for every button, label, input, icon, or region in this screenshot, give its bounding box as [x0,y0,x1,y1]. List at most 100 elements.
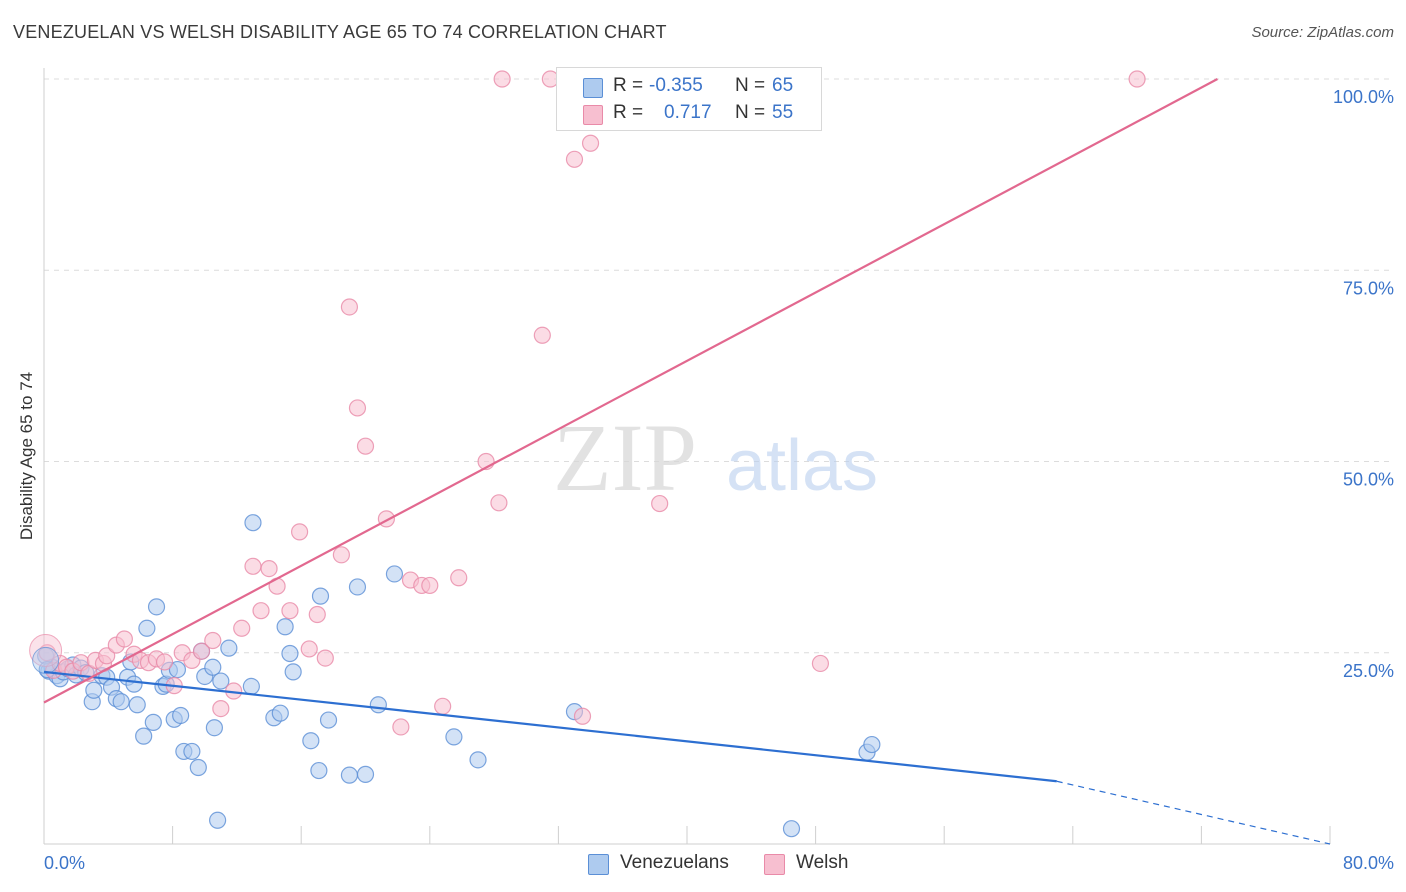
point-venezuelans [138,619,156,637]
trend-line-venezuelans [43,670,1057,783]
point-venezuelans [276,618,294,636]
point-welsh [811,654,830,673]
point-welsh [490,494,508,512]
point-venezuelans [385,565,404,583]
point-venezuelans [281,644,299,663]
point-welsh [581,134,600,152]
chart-title: VENEZUELAN VS WELSH DISABILITY AGE 65 TO… [13,22,667,42]
point-venezuelans [319,711,338,729]
trend-line-venezuelans-extension [1056,780,1331,845]
point-venezuelans [242,677,260,696]
point-welsh [565,150,584,168]
point-welsh [450,569,468,587]
point-venezuelans [244,514,262,532]
point-venezuelans [311,587,330,605]
watermark-zip: ZIP [553,404,697,511]
point-venezuelans [172,706,190,725]
point-welsh [233,619,251,637]
data-points [29,70,1146,838]
point-venezuelans [782,820,801,838]
point-venezuelans [128,696,146,714]
point-welsh [332,546,350,564]
point-welsh [281,602,299,620]
point-venezuelans [147,598,166,616]
point-welsh [421,576,439,595]
legend-r-value: 0.717 [664,102,712,123]
point-venezuelans [209,811,227,829]
legend-swatch-blue [588,854,609,875]
point-venezuelans [112,693,130,711]
legend-swatch-blue [583,78,603,98]
point-venezuelans [168,660,187,679]
point-welsh [573,707,592,725]
watermark: ZIP atlas [553,404,878,511]
legend-n-label: N = [735,75,766,96]
point-venezuelans [85,681,103,699]
point-venezuelans [205,719,223,737]
point-welsh [290,523,309,541]
point-welsh [204,631,222,650]
x-tick-label-min: 0.0% [44,853,85,873]
point-welsh [244,557,262,575]
point-welsh [340,298,359,316]
point-venezuelans [125,675,143,693]
point-welsh [212,699,230,718]
point-welsh [300,640,318,658]
point-venezuelans [220,639,238,657]
y-tick-label: 25.0% [1343,661,1394,681]
point-welsh [356,437,375,455]
legend-label-welsh: Welsh [796,852,849,873]
source-credit: Source: ZipAtlas.com [1251,24,1394,41]
legend-swatch-pink [583,105,603,125]
point-welsh [434,697,452,715]
trend-lines [43,78,1331,845]
point-venezuelans [189,758,207,777]
legend-swatch-pink [764,854,785,875]
point-welsh [348,399,367,417]
point-welsh [192,642,211,660]
point-welsh [533,326,551,344]
point-venezuelans [271,704,289,722]
point-venezuelans [144,713,162,731]
legend-r-label: R = [613,75,644,96]
y-tick-label: 75.0% [1343,278,1394,298]
point-venezuelans [310,761,328,780]
y-tick-label: 100.0% [1333,87,1394,107]
point-welsh [98,647,116,665]
y-axis-label: Disability Age 65 to 74 [17,371,36,541]
point-venezuelans [302,732,320,750]
point-welsh [651,494,669,513]
legend-label-venezuelans: Venezuelans [620,852,729,873]
point-welsh [308,605,326,624]
point-welsh [392,718,410,736]
legend-n-value: 55 [772,102,794,123]
point-venezuelans [212,672,230,690]
point-venezuelans [135,727,153,745]
stats-legend: R = -0.355 N = 65 R = 0.717 N = 55 [556,67,822,131]
point-welsh [260,559,278,578]
point-welsh [252,602,270,620]
axes [43,68,1331,845]
point-venezuelans [863,735,881,754]
point-venezuelans [340,766,359,784]
y-tick-label: 50.0% [1343,470,1394,490]
grid-lines [44,78,1394,654]
legend-n-value: 65 [772,75,794,96]
watermark-atlas: atlas [726,426,878,506]
legend-n-label: N = [735,102,766,123]
point-welsh [493,70,511,88]
trend-line-welsh [43,78,1218,704]
point-venezuelans [445,728,463,746]
x-tick-label-max: 80.0% [1343,853,1394,873]
point-venezuelans [183,742,201,761]
legend-r-value: -0.355 [649,75,703,96]
point-venezuelans [348,578,367,596]
point-venezuelans [204,658,222,676]
point-venezuelans [369,696,387,714]
point-venezuelans [284,663,302,681]
legend-r-label: R = [613,102,644,123]
tick-labels: 25.0% 50.0% 75.0% 100.0% 0.0% 80.0% [44,87,1394,873]
point-venezuelans [356,765,375,783]
point-welsh [29,633,63,667]
